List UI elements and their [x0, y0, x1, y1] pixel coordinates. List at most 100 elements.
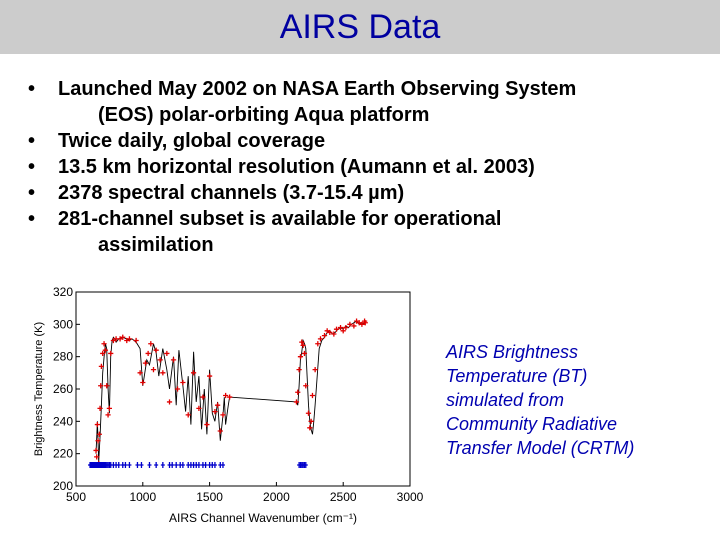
subset-channel-mark [123, 461, 128, 468]
bt-marker-point [174, 386, 181, 392]
bt-marker-point [120, 334, 126, 340]
bt-marker-point [133, 337, 139, 344]
bt-marker-point [293, 399, 300, 405]
bullet-item: • 2378 spectral channels (3.7-15.4 µm) [28, 180, 708, 206]
bt-marker-point [98, 363, 104, 369]
bt-marker-point [124, 337, 130, 344]
x-tick-label: 1000 [129, 490, 156, 504]
bt-marker-point [145, 350, 151, 357]
bt-marker-point [110, 337, 117, 344]
bt-marker-point [296, 367, 302, 373]
subset-channel-mark [160, 461, 165, 468]
bt-marker-point [190, 370, 197, 376]
y-tick-label: 300 [53, 317, 73, 331]
bullet-dot-icon: • [28, 130, 36, 152]
bt-marker-point [307, 425, 313, 431]
subset-channel-mark [174, 461, 179, 468]
bullet-dot-icon: • [28, 208, 36, 230]
chart-svg: 500 1000 1500 2000 2500 3000 200 220 240 260 280 30… [33, 285, 424, 525]
bt-marker-point [105, 412, 111, 418]
chart-marker-layer [93, 318, 368, 466]
bt-marker-point [93, 447, 99, 454]
bt-marker-point [312, 367, 318, 373]
bt-marker-point [170, 357, 177, 363]
bullet-item: • Twice daily, global coverage [28, 128, 708, 154]
bt-marker-point [97, 405, 103, 411]
bullet-text: 281-channel subset is available for oper… [58, 208, 502, 230]
bt-marker-point [101, 341, 107, 347]
bt-marker-point [100, 350, 106, 357]
subset-channel-mark [116, 461, 121, 468]
subset-channel-mark [196, 461, 201, 468]
caption-line: Transfer Model (CRTM) [446, 438, 635, 458]
slide-title: AIRS Data [279, 7, 441, 46]
bt-marker-point [362, 320, 368, 326]
x-axis-label: AIRS Channel Wavenumber (cm⁻¹) [169, 511, 357, 525]
chart-label-layer: 500 1000 1500 2000 2500 3000 200 220 240 260 280 30… [33, 285, 424, 525]
bt-marker-point [308, 418, 314, 424]
x-tick-label: 1500 [196, 490, 223, 504]
bt-marker-point [166, 399, 173, 405]
subset-channel-mark [220, 461, 225, 468]
bt-marker-point [142, 360, 149, 366]
bt-marker-point [98, 383, 104, 389]
bt-marker-point [223, 392, 229, 399]
bt-marker-point [333, 326, 340, 332]
bt-marker-point [303, 383, 309, 389]
bullet-text: Launched May 2002 on NASA Earth Observin… [58, 78, 577, 100]
bt-marker-point [297, 354, 304, 360]
bt-marker-point [315, 341, 321, 347]
bt-marker-point [94, 421, 100, 428]
bt-marker-point [301, 350, 308, 357]
bt-marker-point [217, 428, 223, 434]
x-tick-label: 2500 [330, 490, 357, 504]
bt-marker-point [309, 392, 316, 399]
title-bar: AIRS Data [0, 0, 720, 54]
bt-marker-point [96, 431, 102, 437]
bt-marker-point [212, 409, 218, 415]
chart-axes [75, 291, 411, 487]
bullet-dot-icon: • [28, 156, 36, 178]
bt-marker-point [204, 421, 210, 428]
plot-frame [75, 291, 411, 487]
bt-marker-point [102, 347, 108, 353]
bt-marker-point [340, 328, 346, 334]
bt-marker-point [196, 405, 202, 411]
bt-marker-point [324, 328, 330, 334]
chart-subset-layer [88, 461, 308, 468]
bt-marker-point [337, 324, 344, 331]
bt-marker-point [295, 389, 301, 395]
bt-marker-point [185, 412, 191, 418]
chart-caption: AIRS Brightness Temperature (BT) simulat… [446, 340, 686, 460]
bt-marker-point [164, 350, 170, 357]
bullet-text-continued: assimilation [98, 234, 214, 256]
bullet-text-continued: (EOS) polar-orbiting Aqua platform [98, 104, 430, 126]
bt-marker-point [220, 412, 226, 418]
subset-channel-mark [203, 461, 208, 468]
bt-marker-point [126, 336, 133, 342]
bt-marker-point [160, 370, 166, 376]
bt-marker-point [327, 329, 333, 336]
y-tick-label: 320 [53, 285, 73, 299]
bt-marker-point [317, 336, 324, 342]
bullet-dot-icon: • [28, 182, 36, 204]
bt-marker-point [104, 383, 110, 389]
subset-channel-mark [135, 461, 140, 468]
bt-marker-point [95, 438, 101, 444]
x-tick-label: 500 [66, 490, 86, 504]
bt-marker-point [343, 324, 349, 331]
bt-marker-point [153, 347, 159, 353]
caption-line: AIRS Brightness [446, 342, 579, 362]
bt-marker-point [94, 454, 100, 460]
bullet-item: • 13.5 km horizontal resolution (Aumann … [28, 154, 708, 180]
bt-marker-point [300, 342, 306, 348]
bt-marker-point [140, 379, 146, 386]
bt-marker-point [356, 320, 362, 326]
subset-channel-mark [139, 461, 144, 468]
x-tick-label: 2000 [263, 490, 290, 504]
bullet-dot-icon: • [28, 78, 36, 100]
subset-channel-mark [154, 461, 159, 468]
caption-line: Community Radiative [446, 414, 618, 434]
subset-channel-mark [212, 461, 217, 468]
bt-marker-point [108, 350, 114, 357]
